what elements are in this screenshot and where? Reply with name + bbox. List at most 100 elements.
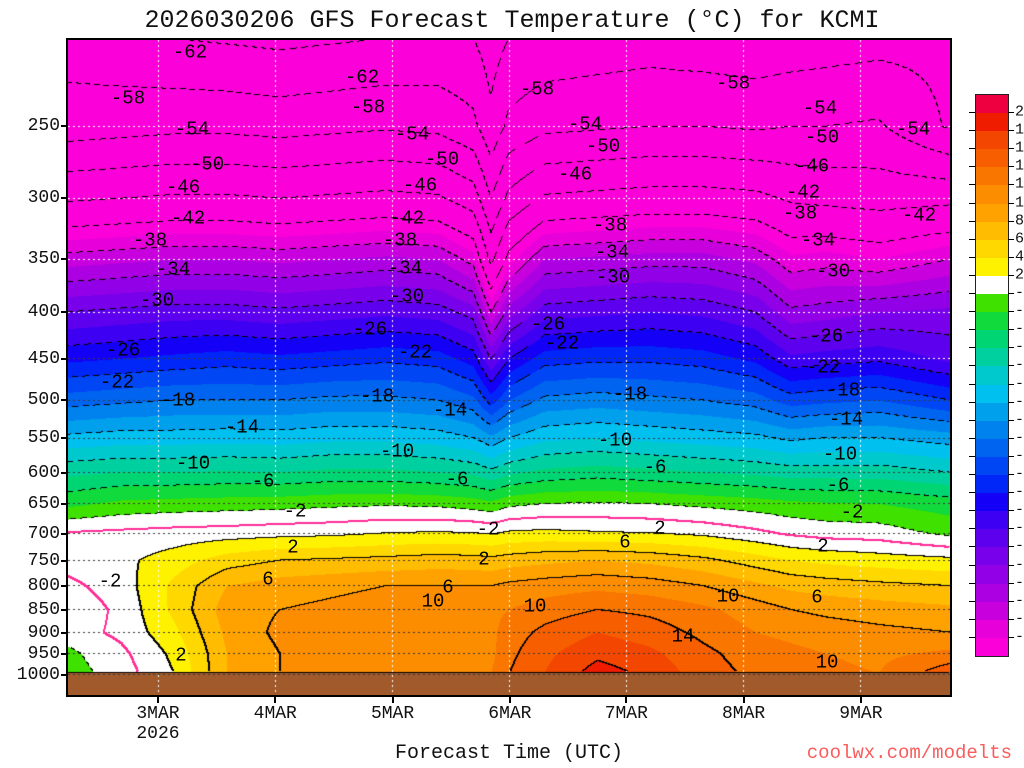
colorbar-tick-label: -34 xyxy=(1015,574,1024,592)
plot-canvas xyxy=(68,40,950,695)
colorbar-tick-mark xyxy=(969,329,975,331)
colorbar-tick-label: -14 xyxy=(1015,393,1024,411)
colorbar-cell xyxy=(976,275,1008,295)
colorbar-tick-mark xyxy=(1008,564,1014,566)
date-tick-label: 5MAR xyxy=(370,704,415,724)
pressure-tick-label: 700 xyxy=(27,523,60,544)
colorbar-cell xyxy=(976,619,1008,638)
colorbar-cell xyxy=(976,511,1008,530)
colorbar-tick-label: -6 xyxy=(1015,320,1024,338)
colorbar-tick-mark xyxy=(969,419,975,421)
pressure-tick-mark xyxy=(61,125,67,128)
date-tick-label: 3MAR xyxy=(136,704,180,724)
pressure-tick-mark xyxy=(61,258,67,261)
colorbar-tick-label: 14 xyxy=(1015,157,1024,175)
pressure-tick-mark xyxy=(61,197,67,200)
colorbar-tick-mark xyxy=(1008,256,1014,258)
colorbar-cell xyxy=(976,402,1008,421)
pressure-tick-label: 800 xyxy=(27,576,60,597)
pressure-tick-label: 450 xyxy=(27,348,60,369)
pressure-tick-label: 500 xyxy=(27,390,60,411)
colorbar-tick-label: -4 xyxy=(1015,302,1024,320)
colorbar-tick-label: -30 xyxy=(1015,537,1024,555)
colorbar-tick-label: 2 xyxy=(1015,266,1024,284)
pressure-tick-mark xyxy=(61,311,67,314)
pressure-tick-label: 300 xyxy=(27,188,60,209)
colorbar-tick-mark xyxy=(1008,130,1014,132)
pressure-tick-mark xyxy=(61,532,67,535)
colorbar-tick-label: -26 xyxy=(1015,501,1024,519)
colorbar-tick-mark xyxy=(969,636,975,638)
colorbar-tick-mark xyxy=(969,492,975,494)
colorbar-cell xyxy=(976,113,1008,132)
colorbar-tick-mark xyxy=(1008,202,1014,204)
colorbar-tick-mark xyxy=(1008,455,1014,457)
colorbar-cell xyxy=(976,547,1008,566)
chart-title: 2026030206 GFS Forecast Temperature (°C)… xyxy=(144,6,880,35)
pressure-tick-label: 550 xyxy=(27,428,60,449)
colorbar-tick-mark xyxy=(1008,293,1014,295)
colorbar-tick-mark xyxy=(969,130,975,132)
colorbar-tick-mark xyxy=(1008,582,1014,584)
colorbar-tick-mark xyxy=(1008,166,1014,168)
colorbar-tick-label: 20 xyxy=(1015,103,1024,121)
colorbar-tick-mark xyxy=(1008,383,1014,385)
x-axis-title: Forecast Time (UTC) xyxy=(394,742,624,765)
pressure-tick-label: 850 xyxy=(27,600,60,621)
colorbar-tick-mark xyxy=(1008,546,1014,548)
colorbar-tick-mark xyxy=(969,202,975,204)
colorbar-tick-label: -28 xyxy=(1015,519,1024,537)
colorbar-tick-mark xyxy=(969,455,975,457)
date-tick-mark xyxy=(625,697,628,703)
colorbar-tick-label: -20 xyxy=(1015,447,1024,465)
colorbar-tick-label: -16 xyxy=(1015,411,1024,429)
colorbar-cell xyxy=(976,131,1008,150)
colorbar-tick-mark xyxy=(1008,492,1014,494)
colorbar-tick-mark xyxy=(969,347,975,349)
colorbar-cell xyxy=(976,330,1008,349)
watermark-text: coolwx.com/modelts xyxy=(806,742,1012,764)
date-tick-mark xyxy=(274,697,277,703)
colorbar-tick-mark xyxy=(1008,238,1014,240)
colorbar-tick-mark xyxy=(1008,401,1014,403)
pressure-tick-label: 350 xyxy=(27,249,60,270)
colorbar-tick-mark xyxy=(969,238,975,240)
colorbar-tick-mark xyxy=(1008,329,1014,331)
colorbar-cell xyxy=(976,474,1008,494)
pressure-tick-label: 900 xyxy=(27,622,60,643)
colorbar-cell xyxy=(976,366,1008,385)
pressure-tick-mark xyxy=(61,357,67,360)
colorbar-cell xyxy=(976,565,1008,584)
colorbar-tick-mark xyxy=(1008,419,1014,421)
colorbar-cell xyxy=(976,438,1008,457)
colorbar-tick-mark xyxy=(969,510,975,512)
pressure-tick-label: 250 xyxy=(27,116,60,137)
colorbar-tick-label: 8 xyxy=(1015,212,1024,230)
colorbar-cell xyxy=(976,456,1008,475)
colorbar-tick-label: 6 xyxy=(1015,230,1024,248)
colorbar-tick-mark xyxy=(969,437,975,439)
colorbar-tick-mark xyxy=(969,311,975,313)
colorbar-cell xyxy=(976,257,1008,276)
colorbar-tick-mark xyxy=(1008,600,1014,602)
colorbar-tick-label: -22 xyxy=(1015,465,1024,483)
colorbar-tick-mark xyxy=(969,220,975,222)
date-tick-mark xyxy=(391,697,394,703)
colorbar-tick-mark xyxy=(1008,365,1014,367)
colorbar xyxy=(975,94,1009,657)
colorbar-cell xyxy=(976,348,1008,367)
colorbar-cell xyxy=(976,185,1008,204)
colorbar-tick-mark xyxy=(1008,347,1014,349)
colorbar-cell xyxy=(976,529,1008,548)
colorbar-tick-mark xyxy=(969,528,975,530)
colorbar-tick-mark xyxy=(1008,311,1014,313)
date-tick-label: 9MAR xyxy=(839,704,883,724)
pressure-tick-mark xyxy=(61,559,67,562)
pressure-tick-mark xyxy=(61,585,67,588)
date-tick-mark xyxy=(508,697,511,703)
colorbar-tick-label: -40 xyxy=(1015,628,1024,646)
colorbar-tick-label: -10 xyxy=(1015,356,1024,374)
colorbar-tick-mark xyxy=(969,474,975,476)
colorbar-tick-mark xyxy=(1008,636,1014,638)
